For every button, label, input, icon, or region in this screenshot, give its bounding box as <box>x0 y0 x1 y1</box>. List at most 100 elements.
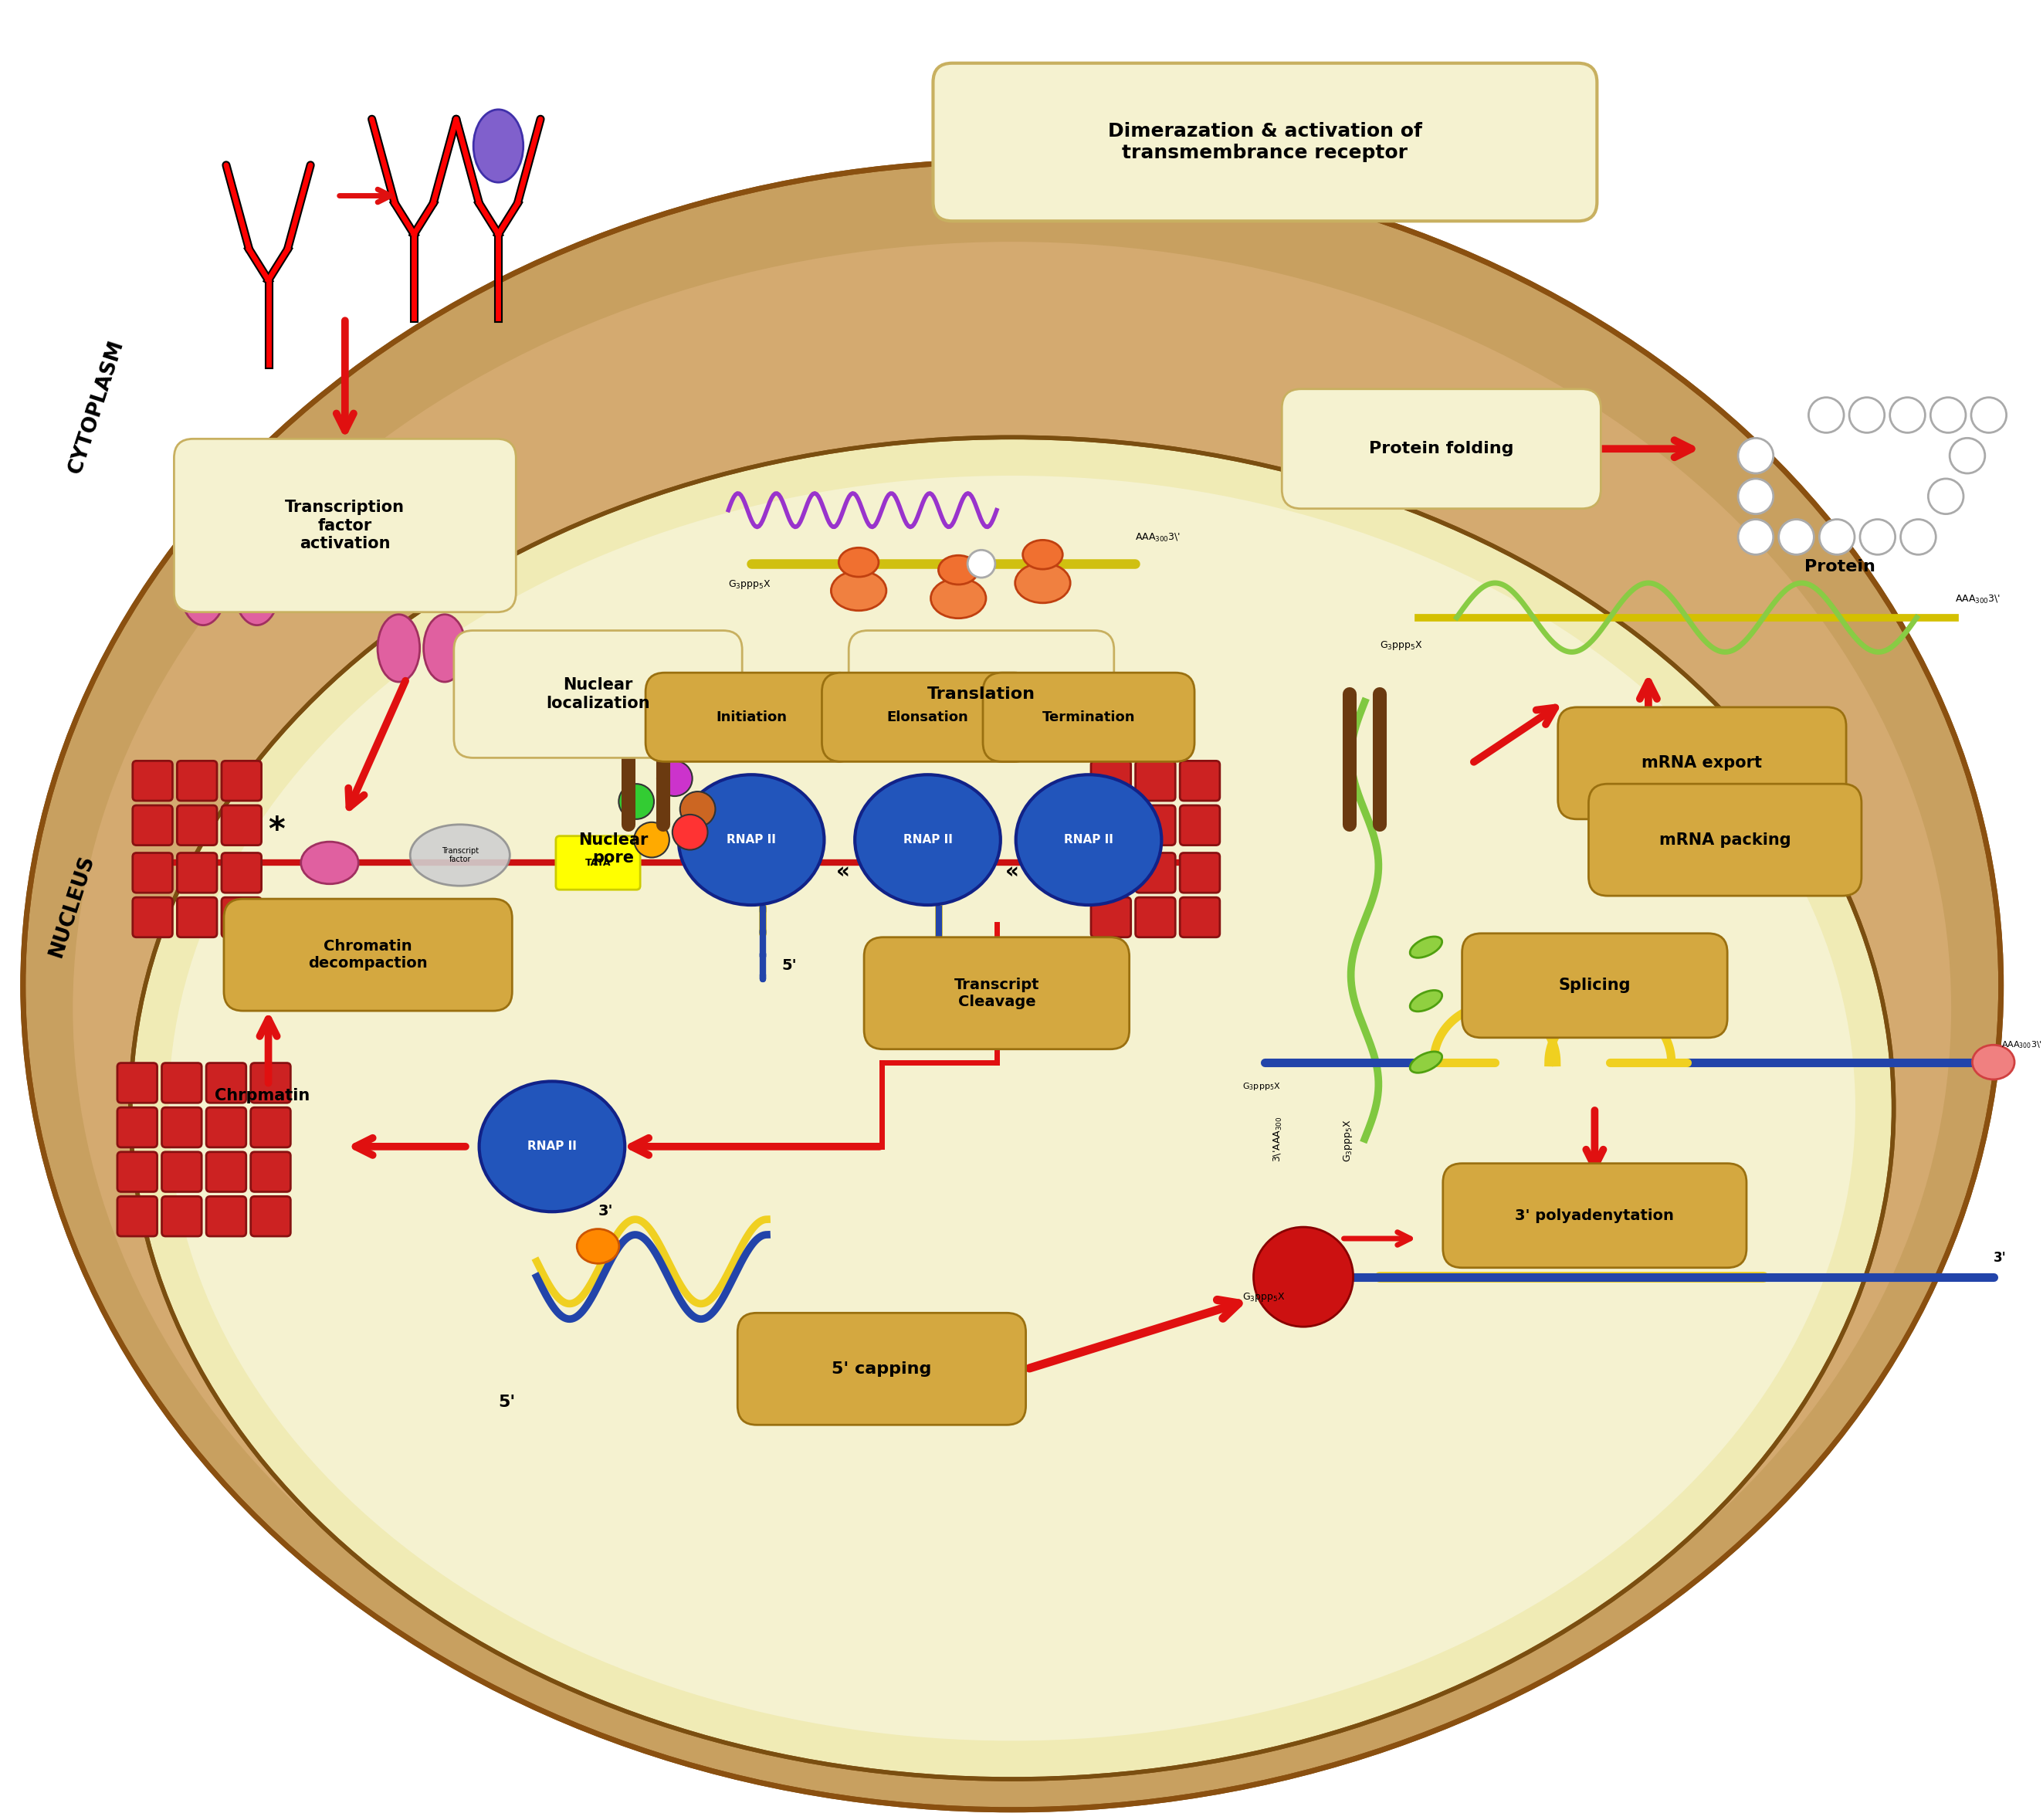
Circle shape <box>1971 397 2006 433</box>
Text: 5': 5' <box>782 959 797 974</box>
Circle shape <box>1254 1227 1352 1327</box>
Circle shape <box>1890 397 1925 433</box>
Text: Dimerazation & activation of
transmembrance receptor: Dimerazation & activation of transmembra… <box>1107 122 1422 162</box>
Ellipse shape <box>1971 1045 2014 1079</box>
Text: mRNA packing: mRNA packing <box>1659 832 1792 848</box>
FancyBboxPatch shape <box>161 1196 202 1236</box>
Circle shape <box>680 792 715 826</box>
FancyBboxPatch shape <box>738 1312 1026 1425</box>
FancyBboxPatch shape <box>1559 708 1847 819</box>
Text: Transcript
factor: Transcript factor <box>441 846 478 863</box>
Text: Nuclear
localization: Nuclear localization <box>545 677 650 712</box>
Circle shape <box>672 815 707 850</box>
Text: *: * <box>411 592 431 628</box>
Text: AAA$_{300}$3\': AAA$_{300}$3\' <box>1955 593 2000 606</box>
FancyBboxPatch shape <box>161 1152 202 1192</box>
FancyBboxPatch shape <box>225 899 513 1010</box>
Text: Protein: Protein <box>1804 559 1875 575</box>
Ellipse shape <box>1015 562 1071 602</box>
FancyBboxPatch shape <box>1136 897 1175 937</box>
FancyBboxPatch shape <box>251 1107 290 1147</box>
Ellipse shape <box>832 571 887 610</box>
Ellipse shape <box>233 548 280 624</box>
Ellipse shape <box>576 1229 619 1263</box>
Text: Chromatin
decompaction: Chromatin decompaction <box>308 939 427 970</box>
FancyBboxPatch shape <box>1136 761 1175 801</box>
Ellipse shape <box>22 162 2000 1809</box>
Text: CYTOPLASM: CYTOPLASM <box>65 337 127 477</box>
FancyBboxPatch shape <box>1463 934 1726 1037</box>
FancyBboxPatch shape <box>116 1107 157 1147</box>
Text: Termination: Termination <box>1042 710 1136 724</box>
Text: TATA: TATA <box>584 857 611 868</box>
FancyBboxPatch shape <box>454 630 742 757</box>
Ellipse shape <box>480 1081 625 1212</box>
Circle shape <box>658 761 693 795</box>
FancyBboxPatch shape <box>206 1107 245 1147</box>
Ellipse shape <box>378 615 419 682</box>
Circle shape <box>1949 439 1986 473</box>
FancyBboxPatch shape <box>133 761 172 801</box>
Text: mRNA export: mRNA export <box>1643 755 1763 772</box>
Ellipse shape <box>840 548 878 577</box>
FancyBboxPatch shape <box>178 804 217 844</box>
Text: Elonsation: Elonsation <box>887 710 968 724</box>
FancyBboxPatch shape <box>116 1063 157 1103</box>
Text: G$_3$ppp$_5$X: G$_3$ppp$_5$X <box>1242 1292 1285 1303</box>
FancyBboxPatch shape <box>1091 761 1132 801</box>
Circle shape <box>1931 397 1965 433</box>
FancyBboxPatch shape <box>1136 804 1175 844</box>
Circle shape <box>619 784 654 819</box>
FancyBboxPatch shape <box>206 1152 245 1192</box>
FancyBboxPatch shape <box>646 673 858 761</box>
FancyBboxPatch shape <box>1181 804 1220 844</box>
Ellipse shape <box>423 615 466 682</box>
Text: RNAP II: RNAP II <box>727 834 776 846</box>
Text: «: « <box>836 861 850 883</box>
FancyBboxPatch shape <box>1181 854 1220 894</box>
FancyBboxPatch shape <box>206 1063 245 1103</box>
FancyBboxPatch shape <box>848 630 1113 757</box>
Ellipse shape <box>131 437 1894 1780</box>
FancyBboxPatch shape <box>251 1063 290 1103</box>
Text: 5' capping: 5' capping <box>832 1361 932 1376</box>
Text: 3' polyadenytation: 3' polyadenytation <box>1516 1208 1673 1223</box>
Circle shape <box>968 550 995 577</box>
FancyBboxPatch shape <box>206 1196 245 1236</box>
Circle shape <box>1900 519 1937 555</box>
FancyBboxPatch shape <box>116 1152 157 1192</box>
Ellipse shape <box>1410 937 1442 957</box>
Text: RNAP II: RNAP II <box>903 834 952 846</box>
Circle shape <box>1929 479 1963 513</box>
Text: AAA$_{300}$3\': AAA$_{300}$3\' <box>1134 531 1181 544</box>
Text: Splicing: Splicing <box>1559 977 1630 994</box>
FancyBboxPatch shape <box>161 1107 202 1147</box>
FancyBboxPatch shape <box>221 804 262 844</box>
Ellipse shape <box>74 242 1951 1774</box>
Text: G$_3$ppp$_5$X: G$_3$ppp$_5$X <box>1379 639 1424 652</box>
Circle shape <box>1859 519 1896 555</box>
FancyBboxPatch shape <box>178 897 217 937</box>
FancyBboxPatch shape <box>221 854 262 894</box>
Circle shape <box>1739 519 1773 555</box>
FancyBboxPatch shape <box>221 761 262 801</box>
FancyBboxPatch shape <box>983 673 1195 761</box>
Text: G$_3$ppp$_5$X: G$_3$ppp$_5$X <box>1342 1119 1355 1161</box>
Ellipse shape <box>678 775 823 905</box>
FancyBboxPatch shape <box>1091 854 1132 894</box>
FancyBboxPatch shape <box>1589 784 1861 895</box>
FancyBboxPatch shape <box>1281 389 1602 508</box>
Ellipse shape <box>411 824 511 886</box>
Text: Nuclear
pore: Nuclear pore <box>578 832 648 866</box>
FancyBboxPatch shape <box>934 64 1598 220</box>
Text: Chrpmatin: Chrpmatin <box>215 1088 311 1103</box>
FancyBboxPatch shape <box>821 673 1034 761</box>
Ellipse shape <box>170 475 1855 1740</box>
FancyBboxPatch shape <box>556 835 639 890</box>
Text: RNAP II: RNAP II <box>1064 834 1113 846</box>
FancyBboxPatch shape <box>133 854 172 894</box>
FancyBboxPatch shape <box>1091 804 1132 844</box>
FancyBboxPatch shape <box>133 804 172 844</box>
FancyBboxPatch shape <box>174 439 517 612</box>
Circle shape <box>1739 479 1773 513</box>
